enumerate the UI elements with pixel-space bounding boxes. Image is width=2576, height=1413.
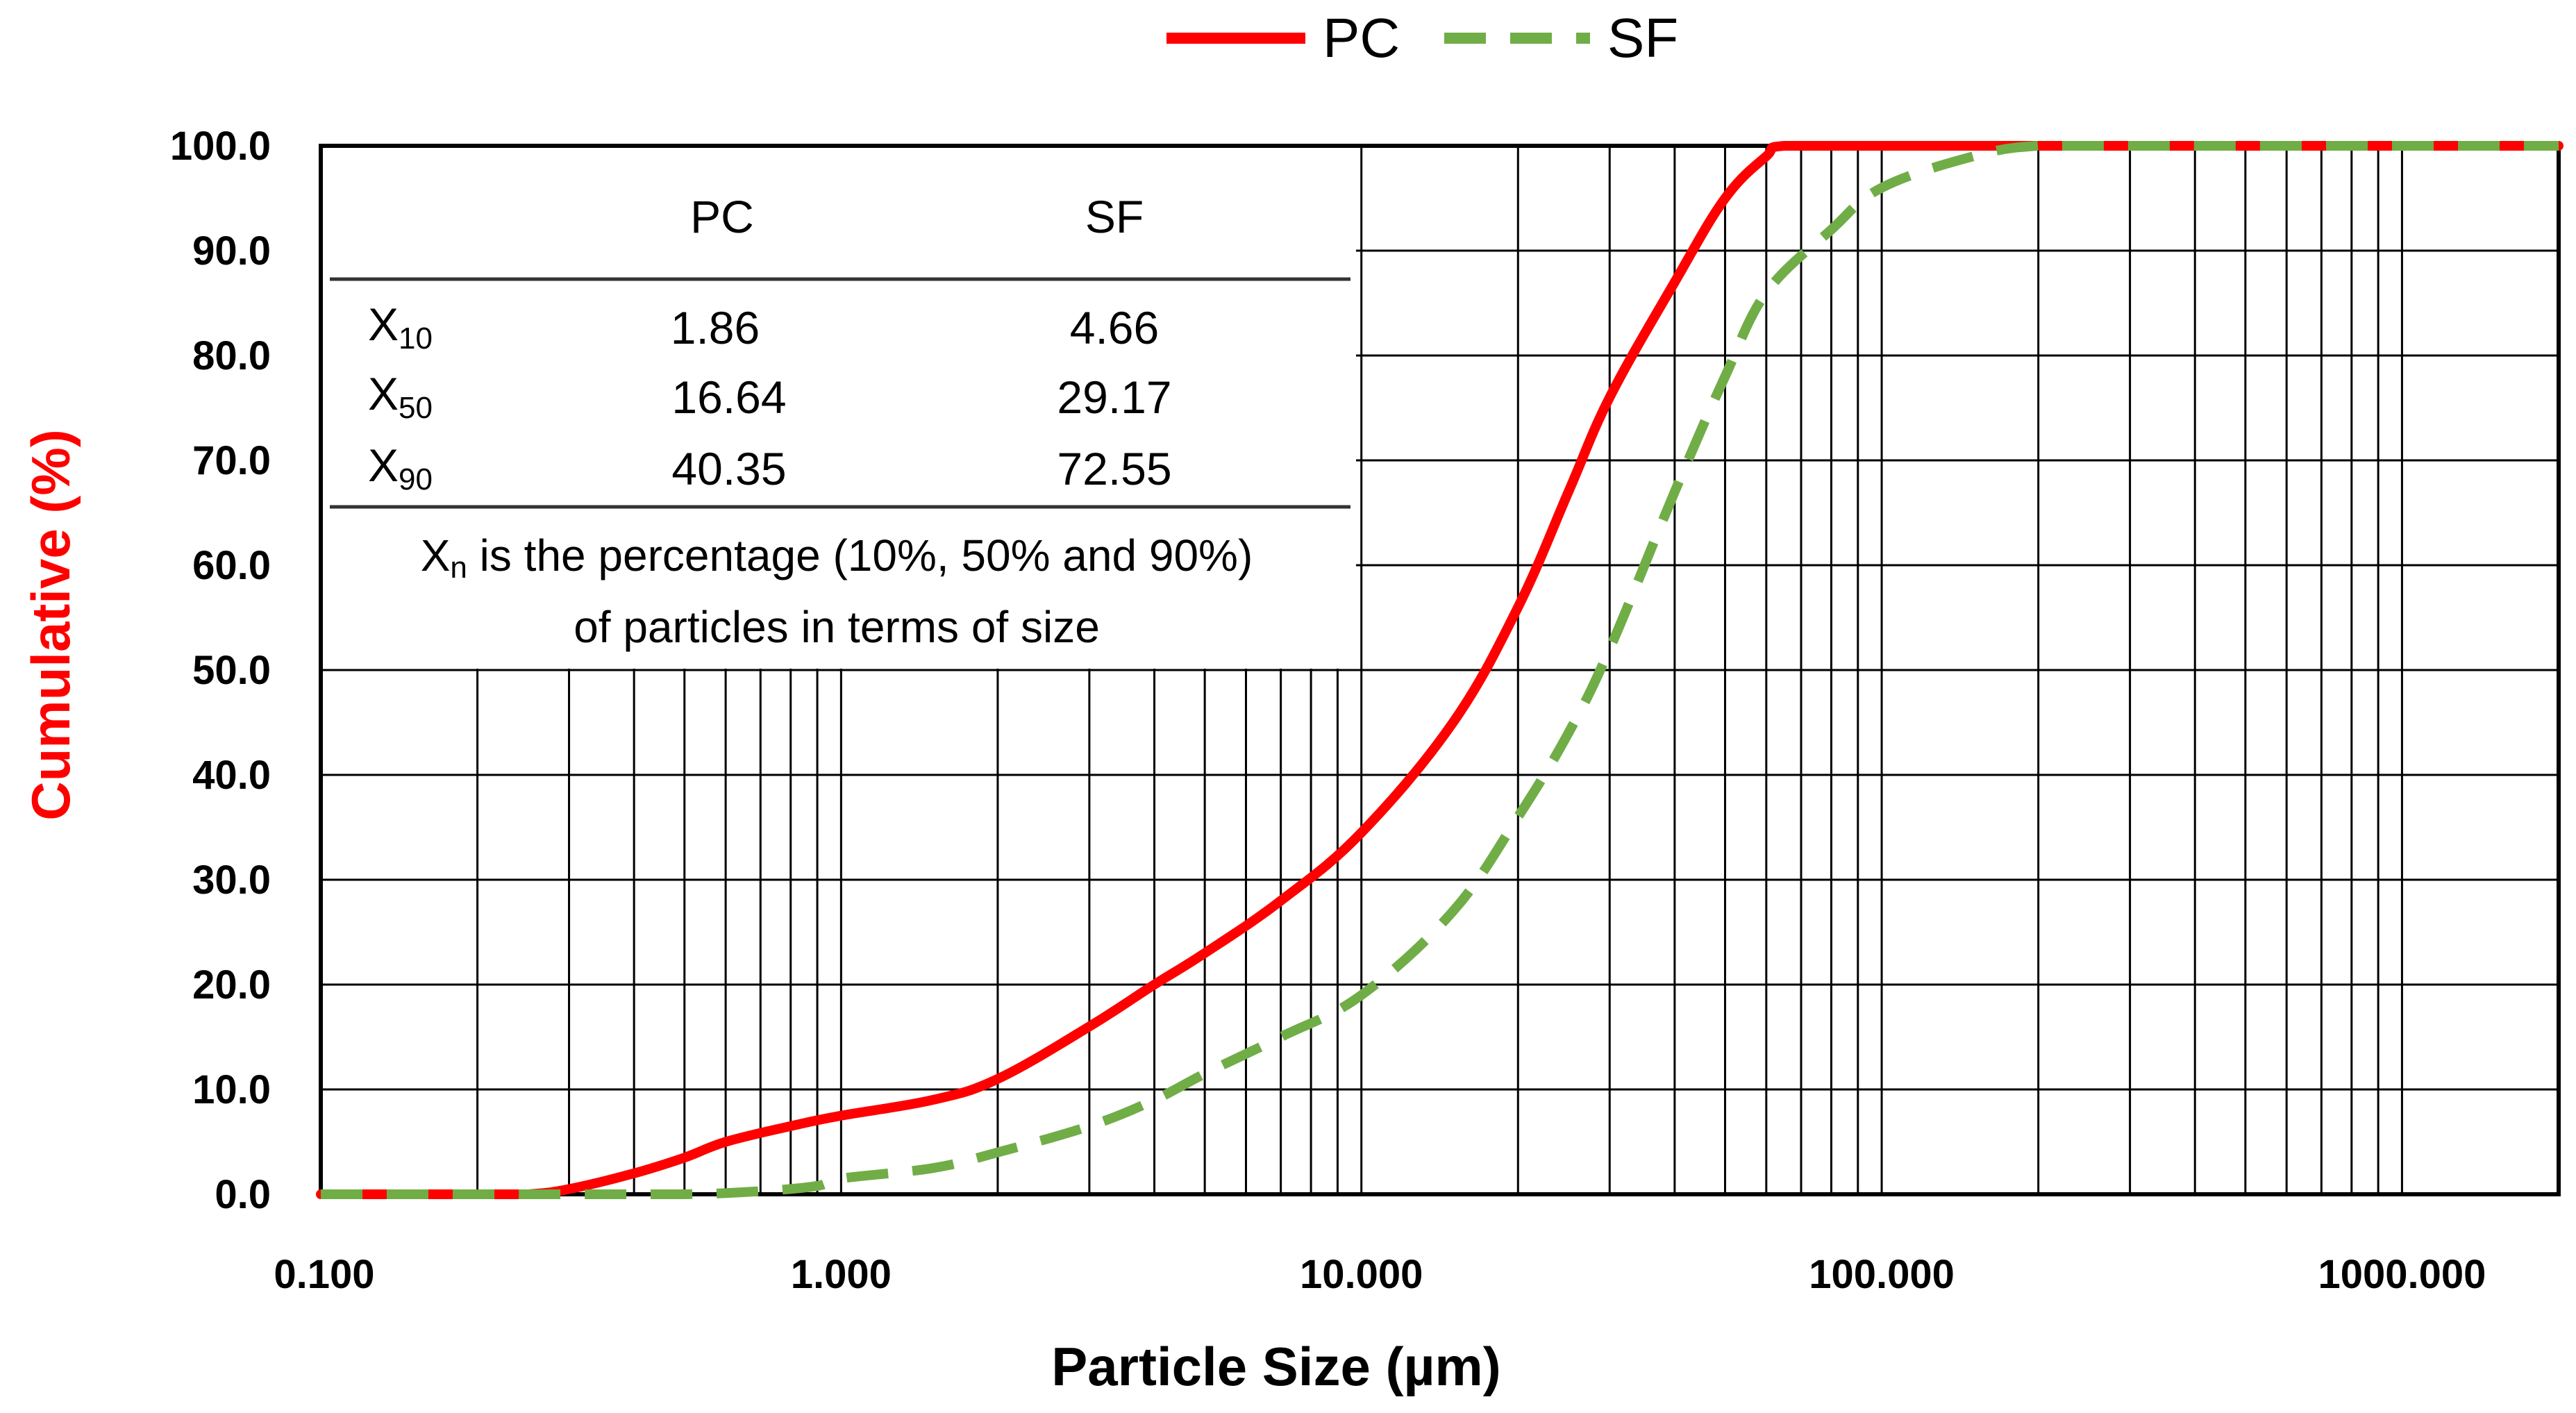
y-tick-label: 50.0	[192, 648, 271, 693]
inset-note-line2: of particles in terms of size	[574, 602, 1100, 652]
inset-note-line1: Xn is the percentage (10%, 50% and 90%)	[421, 530, 1253, 585]
row-label-main: X	[368, 299, 399, 350]
y-tick-labels: 0.0 10.0 20.0 30.0 40.0 50.0 60.0 70.0 80.0 90.0 1…	[170, 124, 271, 1217]
x-tick-label: 1.000	[791, 1252, 892, 1297]
inset-cell-sf-x50: 29.17	[1057, 371, 1171, 423]
legend-sf-label: SF	[1607, 7, 1678, 69]
x-tick-label: 100.000	[1809, 1252, 1955, 1297]
y-tick-label: 60.0	[192, 543, 271, 588]
legend-pc-label: PC	[1323, 7, 1400, 69]
grid-lines	[321, 146, 2559, 1194]
inset-table: PC SF X10 1.86 4.66 X50 16.64 29.17 X90 …	[323, 146, 1356, 669]
y-tick-label: 40.0	[192, 753, 271, 798]
inset-row-label: X50	[368, 368, 433, 425]
y-tick-label: 100.0	[170, 124, 271, 169]
note-rest: is the percentage (10%, 50% and 90%)	[467, 530, 1253, 580]
legend: PC SF	[1166, 7, 1678, 69]
y-tick-label: 30.0	[192, 858, 271, 903]
inset-cell-sf-x10: 4.66	[1070, 302, 1159, 353]
series-line-sf	[321, 140, 2559, 1200]
y-axis-title: Cumulative (%)	[20, 429, 81, 820]
inset-cell-pc-x10: 1.86	[671, 302, 760, 353]
inset-row-label: X10	[368, 299, 433, 356]
inset-header-sf: SF	[1085, 191, 1144, 242]
x-tick-label: 0.100	[274, 1252, 374, 1297]
plot-frame	[319, 144, 2561, 1196]
y-tick-label: 80.0	[192, 333, 271, 378]
inset-cell-sf-x90: 72.55	[1057, 443, 1171, 494]
y-tick-label: 10.0	[192, 1067, 271, 1112]
y-tick-label: 90.0	[192, 228, 271, 274]
x-axis-title: Particle Size (µm)	[1051, 1336, 1501, 1397]
row-label-main: X	[368, 368, 399, 419]
row-label-sub: 50	[399, 391, 433, 425]
y-tick-label: 0.0	[215, 1172, 271, 1217]
row-label-sub: 10	[399, 321, 433, 356]
inset-cell-pc-x90: 40.35	[671, 443, 786, 494]
x-tick-labels: 0.100 1.000 10.000 100.000 1000.000	[274, 1252, 2486, 1297]
row-label-sub: 90	[399, 462, 433, 496]
inset-cell-pc-x50: 16.64	[671, 371, 786, 423]
inset-table-background	[323, 146, 1356, 669]
note-sub: n	[450, 551, 467, 585]
y-tick-label: 20.0	[192, 962, 271, 1008]
x-tick-label: 10.000	[1300, 1252, 1423, 1297]
note-main: X	[421, 530, 451, 580]
y-tick-label: 70.0	[192, 438, 271, 483]
x-tick-label: 1000.000	[2318, 1252, 2486, 1297]
row-label-main: X	[368, 440, 399, 491]
series-group	[316, 140, 2564, 1200]
series-line-pc	[316, 140, 2564, 1200]
inset-row-label: X90	[368, 440, 433, 496]
inset-header-pc: PC	[690, 191, 754, 242]
